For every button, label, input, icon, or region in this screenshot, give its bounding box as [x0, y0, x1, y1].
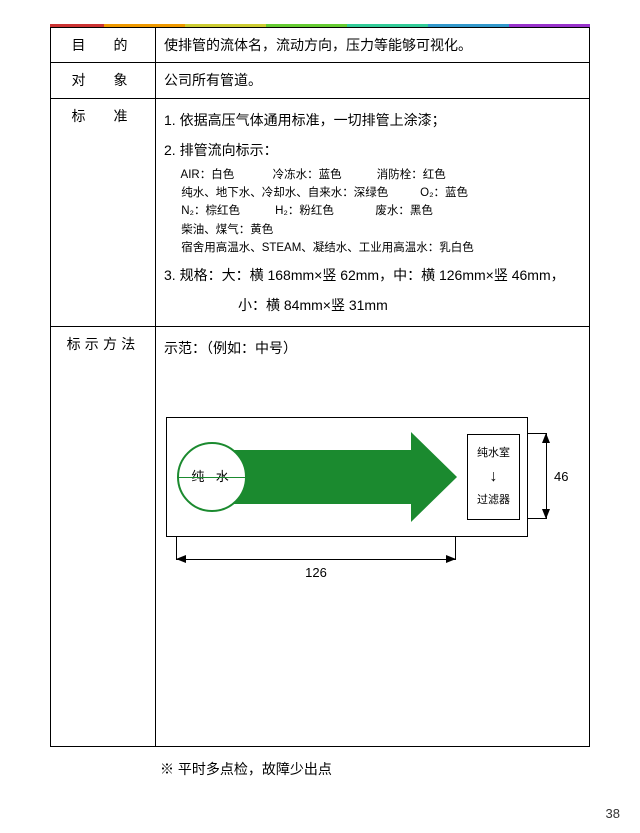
standard-line1: 1. 依据高压气体通用标准，一切排管上涂漆； — [164, 109, 581, 131]
row-standard-content: 1. 依据高压气体通用标准，一切排管上涂漆； 2. 排管流向标示： AIR：白色… — [156, 98, 590, 327]
destination-bottom: 过滤器 — [470, 492, 517, 510]
standard-line3: 3. 规格：大：横 168mm×竖 62mm，中：横 126mm×竖 46mm， — [164, 264, 581, 286]
destination-box: 纯水室 ↓ 过滤器 — [467, 434, 520, 520]
row-method-content: 示范：（例如：中号） 纯 水 纯水室 ↓ 过滤器 — [156, 327, 590, 747]
method-intro: 示范：（例如：中号） — [164, 337, 581, 359]
page-number: 38 — [606, 806, 620, 821]
row-purpose-label: 目 的 — [51, 28, 156, 63]
flow-arrow-head — [411, 432, 457, 522]
row-purpose-text: 使排管的流体名，流动方向，压力等能够可视化。 — [156, 28, 590, 63]
dimension-width: 126 — [176, 549, 456, 579]
row-method-label: 标示方法 — [51, 327, 156, 747]
pipe-label-diagram: 纯 水 纯水室 ↓ 过滤器 126 — [166, 417, 566, 537]
dimension-width-label: 126 — [176, 563, 456, 584]
standard-line3b: 小：横 84mm×竖 31mm — [164, 294, 581, 316]
down-arrow-icon: ↓ — [470, 469, 517, 485]
dimension-height: 46 — [534, 433, 564, 519]
diagram-outer-box: 纯 水 纯水室 ↓ 过滤器 — [166, 417, 528, 537]
circle-midline — [177, 477, 249, 478]
spec-table: 目 的 使排管的流体名，流动方向，压力等能够可视化。 对 象 公司所有管道。 标… — [50, 27, 590, 747]
destination-top: 纯水室 — [470, 445, 517, 463]
dimension-height-label: 46 — [554, 467, 568, 488]
flow-arrow-body — [222, 450, 412, 504]
row-target-label: 对 象 — [51, 63, 156, 98]
standard-line2: 2. 排管流向标示： — [164, 139, 581, 161]
row-target-text: 公司所有管道。 — [156, 63, 590, 98]
footer-note: ※ 平时多点检，故障少出点 — [50, 759, 590, 779]
standard-colors: AIR：白色 冷冻水：蓝色 消防栓：红色 纯水、地下水、冷却水、自来水：深绿色 … — [178, 166, 581, 258]
row-standard-label: 标 准 — [51, 98, 156, 327]
